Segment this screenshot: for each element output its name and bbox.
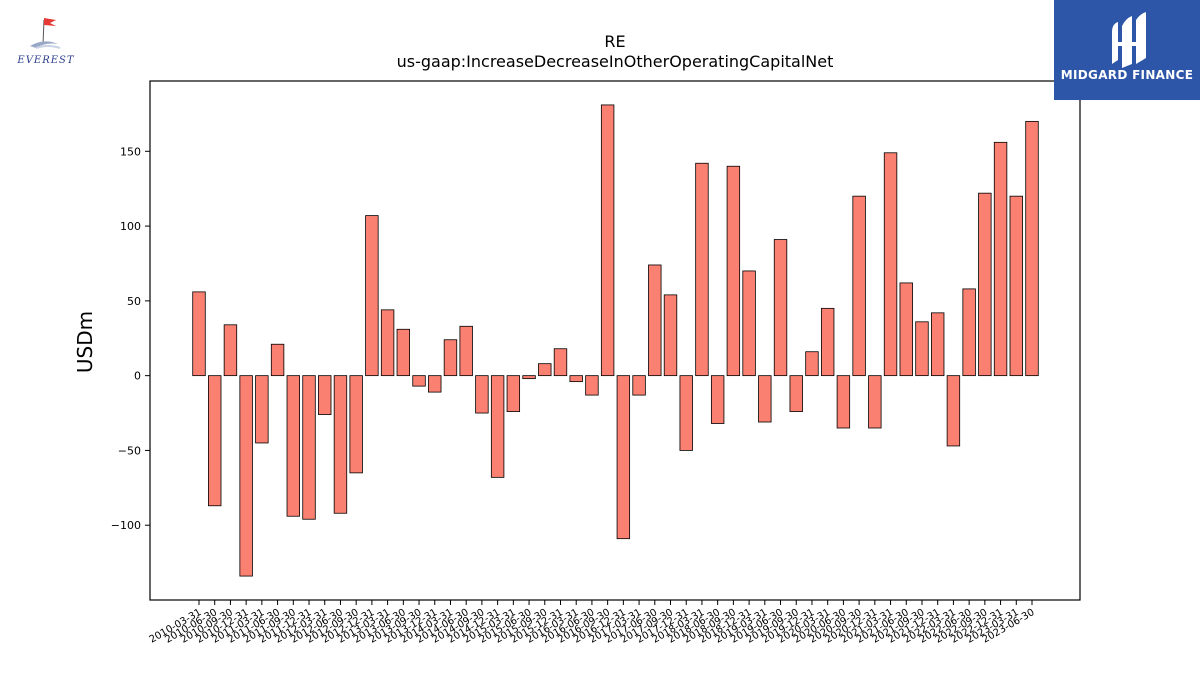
midgard-m-icon (1112, 12, 1146, 68)
chart-title: RE us-gaap:IncreaseDecreaseInOtherOperat… (150, 32, 1080, 72)
x-axis: 2010-03-312010-06-302010-09-302010-12-31… (148, 600, 1037, 646)
bar-2011-09-30 (286, 375, 300, 517)
bar-2011-12-31 (302, 375, 316, 520)
bar-2015-12-31 (553, 348, 568, 377)
bar-2023-06-30 (1025, 120, 1039, 377)
everest-brand-text: EVEREST (17, 55, 75, 66)
bar-2017-03-31 (632, 375, 646, 396)
y-tick-label: 100 (120, 220, 141, 233)
bar-2021-03-31 (883, 152, 898, 377)
bar-2014-12-31 (490, 375, 505, 478)
bar-2020-06-30 (836, 375, 851, 429)
bar-2020-12-31 (868, 375, 882, 429)
bar-2013-03-31 (380, 309, 395, 377)
bar-2019-03-31 (758, 375, 772, 423)
y-axis-label: USDm (73, 311, 97, 373)
bar-2012-12-31 (365, 215, 379, 377)
bar-2018-06-30 (710, 375, 725, 424)
y-axis: −100 −50 0 50 100 150 (111, 145, 150, 532)
bar-2016-06-30 (585, 375, 599, 396)
y-tick-label: 150 (120, 145, 141, 158)
everest-logo: EVEREST (6, 14, 86, 70)
y-tick-label: 50 (127, 295, 141, 308)
bar-2010-09-30 (223, 324, 238, 377)
bar-2010-12-31 (239, 375, 253, 577)
everest-flag-icon (30, 18, 61, 49)
y-tick-label: 0 (134, 370, 141, 383)
bar-2018-03-31 (695, 162, 709, 377)
bar-2012-09-30 (349, 375, 363, 474)
bar-2019-09-30 (789, 375, 803, 412)
bar-2015-03-31 (506, 375, 521, 412)
chart-subtitle-concept: us-gaap:IncreaseDecreaseInOtherOperating… (396, 52, 834, 71)
y-tick-label: −100 (111, 519, 141, 532)
bars-group (192, 104, 1039, 577)
bar-2016-09-30 (600, 104, 615, 377)
midgard-finance-logo: MIDGARD FINANCE (1054, 0, 1200, 100)
bar-2019-06-30 (773, 239, 788, 377)
bar-2022-06-30 (962, 288, 976, 377)
bar-2010-06-30 (208, 375, 222, 507)
bar-2014-03-31 (443, 339, 458, 377)
bar-2017-09-30 (663, 294, 678, 377)
bar-2011-03-31 (255, 375, 269, 444)
bar-2015-09-30 (538, 363, 552, 377)
bar-2012-06-30 (333, 375, 348, 514)
bar-2013-06-30 (396, 328, 410, 377)
bar-2016-12-31 (616, 375, 631, 540)
bar-2021-12-31 (931, 312, 945, 377)
bar-2012-03-31 (318, 375, 332, 415)
bar-2018-09-30 (726, 165, 741, 377)
bar-2021-09-30 (915, 321, 929, 377)
plot-frame (149, 80, 1081, 601)
y-tick-label: −50 (118, 444, 141, 457)
chart-title-ticker: RE (604, 32, 626, 51)
bar-2013-12-31 (428, 375, 442, 393)
bar-2014-06-30 (459, 325, 473, 377)
midgard-brand-text: MIDGARD FINANCE (1060, 68, 1194, 82)
bar-2017-12-31 (679, 375, 693, 451)
bar-2015-06-30 (522, 375, 536, 380)
bar-2019-12-31 (805, 351, 819, 377)
bar-2017-06-30 (648, 264, 662, 377)
bar-2016-03-31 (569, 375, 583, 383)
bar-2018-12-31 (742, 270, 756, 377)
bar-2023-03-31 (1009, 195, 1023, 377)
bar-2014-09-30 (475, 375, 489, 414)
bar-2020-09-30 (852, 195, 866, 377)
bar-2010-03-31 (192, 291, 206, 377)
bar-2011-06-30 (270, 343, 285, 377)
bar-2021-06-30 (899, 282, 913, 377)
bar-2022-09-30 (978, 192, 992, 377)
bar-2022-12-31 (993, 141, 1008, 377)
bar-2020-03-31 (820, 307, 835, 377)
bar-2013-09-30 (412, 375, 426, 387)
bar-2022-03-31 (946, 375, 961, 447)
